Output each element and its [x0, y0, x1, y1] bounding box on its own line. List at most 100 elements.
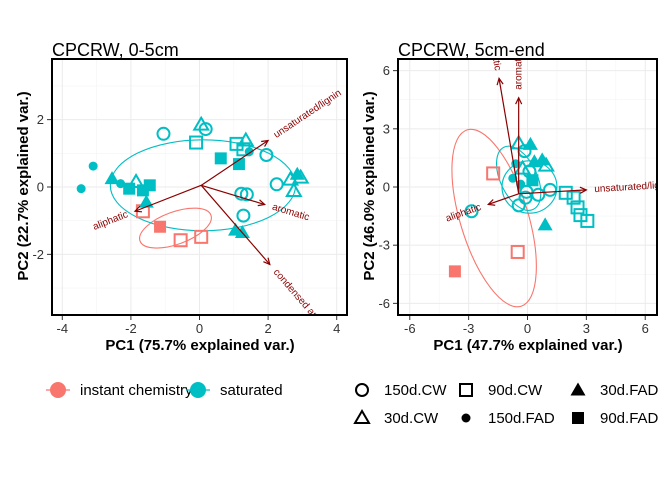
data-point	[537, 156, 555, 172]
y-tick-label: 3	[383, 121, 390, 136]
data-point	[510, 244, 525, 259]
loading-arrowhead	[257, 199, 266, 207]
data-point	[259, 148, 274, 162]
loading-label: aliphatic	[444, 202, 482, 225]
panel-0-plot-area: unsaturated/lignin aromatic aliphatic conde…	[76, 88, 344, 342]
data-point	[143, 179, 156, 192]
panel-0-5cm: CPCRW, 0-5cm PC1 (75.7% explained var.) …	[15, 40, 348, 354]
loading-label: aromatic	[513, 51, 524, 89]
confidence-ellipse-instant-chemistry	[451, 128, 537, 308]
loading-label: aromatic	[271, 202, 311, 224]
data-point	[239, 187, 254, 202]
data-point	[269, 177, 284, 192]
legend-key-150d-CW	[355, 383, 369, 397]
data-point	[580, 213, 595, 228]
legend-label: 90d.FAD	[600, 410, 659, 427]
loading-arrow	[200, 140, 269, 186]
loading-label: condensed aromatic	[477, 0, 503, 71]
data-point	[237, 131, 255, 147]
panel-0-grid	[52, 59, 347, 315]
loading-arrow	[134, 184, 202, 212]
loading-arrowhead	[261, 139, 270, 147]
data-point	[486, 166, 501, 181]
data-point	[232, 158, 245, 171]
data-point	[522, 136, 538, 150]
y-tick-label: 2	[37, 112, 44, 127]
x-tick-label: 0	[524, 321, 531, 336]
data-point	[285, 182, 303, 198]
x-tick-label: -6	[404, 321, 416, 336]
loading-arrowhead	[496, 77, 504, 86]
data-point	[244, 147, 254, 157]
loading-label: aliphatic	[91, 209, 129, 233]
data-point	[214, 152, 227, 165]
x-tick-label: -2	[125, 321, 137, 336]
data-point	[76, 184, 86, 194]
panel-1-title: CPCRW, 5cm-end	[398, 40, 545, 60]
data-point	[189, 135, 204, 150]
data-point	[156, 126, 171, 141]
loading-arrowhead	[133, 205, 143, 213]
data-point	[194, 229, 209, 244]
x-tick-label: -3	[463, 321, 475, 336]
legend-label: instant chemistry	[80, 382, 193, 399]
legend-label: 30d.CW	[384, 410, 439, 427]
data-point	[123, 182, 136, 195]
legend-key-30d-CW	[353, 409, 371, 424]
y-tick-label: 0	[37, 180, 44, 195]
loading-arrowhead	[579, 186, 588, 194]
x-tick-label: 6	[642, 321, 649, 336]
data-point	[558, 185, 573, 200]
panel-1-y-axis-title: PC2 (46.0% explained var.)	[361, 91, 378, 280]
y-tick-label: -2	[32, 247, 44, 262]
x-tick-label: 2	[264, 321, 271, 336]
y-tick-label: -3	[378, 238, 390, 253]
legend-key-90d-CW	[459, 383, 473, 397]
data-point	[173, 233, 188, 248]
panel-1-frame	[397, 58, 658, 316]
y-tick-label: 6	[383, 63, 390, 78]
data-point	[570, 200, 585, 215]
panel-1-x-axis-title: PC1 (47.7% explained var.)	[433, 337, 622, 354]
panel-0-frame	[51, 58, 348, 316]
data-point	[531, 187, 546, 202]
loading-arrowhead	[263, 257, 271, 266]
data-point	[104, 171, 120, 185]
data-point	[537, 217, 553, 231]
legend-label: 150d.CW	[384, 382, 447, 399]
loading-arrow	[200, 184, 271, 265]
y-tick-label: 0	[383, 180, 390, 195]
data-point	[464, 204, 479, 219]
legend-label: saturated	[220, 382, 283, 399]
panel-1-grid	[398, 59, 657, 315]
panel-0-y-axis-title: PC2 (22.7% explained var.)	[15, 91, 32, 280]
data-point	[138, 194, 154, 208]
data-point	[526, 174, 539, 187]
data-point	[127, 172, 145, 188]
loading-label: unsaturated/lignin	[272, 88, 344, 141]
data-point	[448, 265, 461, 278]
legend-key-saturated	[190, 382, 206, 398]
panel-5cm-end: CPCRW, 5cm-end PC1 (47.7% explained var.…	[361, 0, 658, 354]
data-point	[234, 186, 249, 201]
x-tick-label: 0	[196, 321, 203, 336]
legend-key-150d-FAD	[461, 413, 471, 423]
confidence-ellipse-instant-chemistry	[139, 207, 212, 249]
data-point	[534, 152, 550, 166]
loading-arrow	[498, 78, 520, 194]
data-point	[543, 182, 558, 197]
loading-arrowhead	[515, 96, 523, 105]
legend-label: 90d.CW	[488, 382, 543, 399]
data-point	[566, 190, 581, 205]
legend-label: 150d.FAD	[488, 410, 555, 427]
loading-label: condensed aromatic	[271, 267, 338, 342]
x-tick-label: 3	[583, 321, 590, 336]
panel-0-x-axis-title: PC1 (75.7% explained var.)	[105, 337, 294, 354]
legend-key-30d-FAD	[570, 382, 586, 396]
data-point	[198, 122, 213, 137]
panel-0-title: CPCRW, 0-5cm	[52, 40, 179, 60]
loading-arrow	[488, 193, 519, 206]
data-point	[234, 224, 250, 238]
data-point	[289, 166, 305, 180]
